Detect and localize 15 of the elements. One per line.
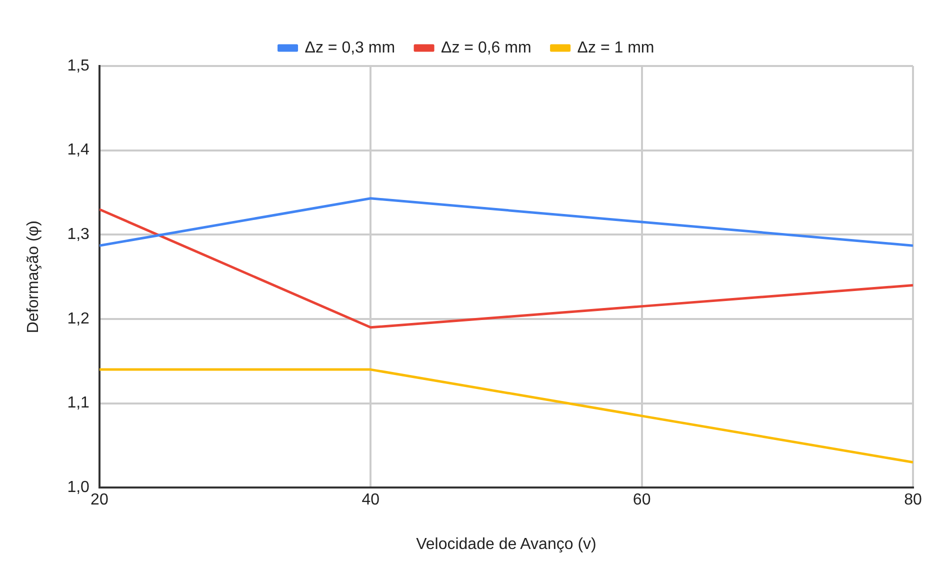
y-tick-label: 1,0 [67,479,90,496]
legend-label: Δz = 1 mm [577,39,654,56]
x-tick-label: 20 [90,492,108,509]
x-axis-title: Velocidade de Avanço (v) [416,536,596,553]
y-tick-label: 1,5 [67,57,90,74]
legend-label: Δz = 0,6 mm [441,39,532,56]
legend-label: Δz = 0,3 mm [304,39,396,56]
y-tick-label: 1,4 [67,142,90,159]
y-tick-label: 1,1 [67,394,90,412]
y-tick-label: 1,2 [67,310,90,328]
x-tick-label: 80 [904,492,922,509]
y-tick-label: 1,3 [67,226,90,244]
x-tick-label: 40 [362,492,380,509]
x-tick-label: 60 [632,492,651,509]
y-axis-title: Deformação (φ) [25,220,42,334]
